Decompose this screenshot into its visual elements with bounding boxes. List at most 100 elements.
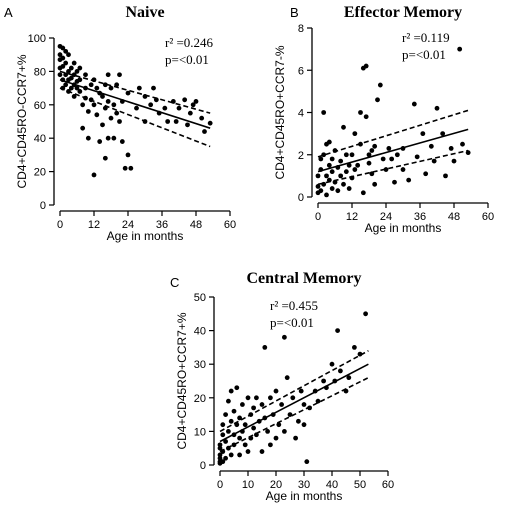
data-point — [77, 77, 83, 83]
data-point — [346, 186, 352, 191]
data-point — [63, 72, 69, 78]
data-point — [394, 152, 400, 158]
data-point — [100, 94, 105, 99]
data-point — [217, 455, 223, 461]
data-point — [228, 452, 234, 458]
data-point — [80, 125, 86, 131]
x-tick-label: 60 — [482, 211, 494, 223]
data-point — [111, 102, 117, 108]
data-point — [411, 101, 417, 107]
x-tick-label: 40 — [326, 479, 338, 491]
x-tick-label: 60 — [224, 219, 236, 231]
data-point — [102, 155, 108, 161]
data-point — [315, 184, 321, 189]
data-point — [346, 375, 352, 381]
data-point — [185, 122, 190, 128]
data-point — [383, 167, 389, 172]
r-squared-label: r² =0.246 — [165, 35, 214, 50]
data-point — [341, 181, 346, 187]
data-point — [74, 85, 80, 91]
data-point — [329, 156, 335, 162]
data-point — [341, 124, 346, 130]
data-point — [392, 179, 397, 185]
data-point — [326, 139, 332, 145]
data-point — [111, 135, 117, 141]
x-tick-label: 0 — [315, 211, 321, 223]
data-point — [60, 45, 66, 51]
p-value-label: p=<0.01 — [165, 52, 209, 67]
x-tick-label: 12 — [88, 219, 100, 231]
y-tick-label: 100 — [28, 33, 46, 45]
data-point — [128, 165, 134, 171]
data-point — [296, 418, 301, 424]
confidence-band-upper — [317, 109, 469, 158]
data-point — [343, 152, 349, 158]
y-tick-label: 80 — [34, 66, 46, 78]
data-point — [117, 72, 122, 78]
data-point — [431, 158, 437, 164]
data-point — [329, 361, 335, 367]
data-point — [265, 429, 270, 434]
regression-line — [59, 78, 211, 129]
data-point — [251, 425, 256, 431]
data-point — [338, 158, 344, 164]
panel-a-naive: A Naive 0 20 40 60 80 100 0 12 24 36 48 60 Age in mont… — [4, 4, 236, 243]
data-point — [136, 85, 142, 91]
data-point — [352, 131, 358, 137]
data-point — [273, 435, 279, 441]
data-point — [85, 109, 91, 114]
x-tick-label: 60 — [382, 479, 394, 491]
data-point — [290, 395, 296, 401]
data-point — [343, 169, 349, 175]
data-point — [220, 422, 226, 428]
data-point — [60, 63, 66, 69]
data-point — [68, 75, 74, 81]
data-point — [245, 395, 251, 401]
chart-title: Naive — [125, 4, 164, 21]
y-tick-label: 4 — [298, 108, 304, 120]
data-point — [324, 173, 329, 179]
y-axis-label: CD4+CD45RO+CCR7+% — [175, 312, 189, 449]
y-tick-label: 8 — [298, 23, 304, 35]
data-point — [217, 445, 223, 451]
data-point — [57, 72, 63, 78]
data-point — [105, 99, 111, 104]
data-point — [63, 60, 69, 66]
data-point — [352, 167, 358, 172]
chart-title: Effector Memory — [344, 4, 462, 21]
x-tick-label: 20 — [270, 479, 282, 491]
data-point — [301, 422, 307, 428]
data-point — [358, 110, 363, 115]
data-point — [268, 395, 273, 401]
data-point — [117, 119, 122, 124]
y-axis-label: CD4+CD45RO-CCR7+% — [15, 54, 29, 188]
data-point — [460, 141, 465, 147]
data-point — [182, 97, 188, 103]
data-point — [338, 368, 343, 374]
y-tick-label: 0 — [200, 460, 206, 472]
data-point — [94, 85, 100, 91]
data-point — [234, 385, 240, 391]
data-point — [304, 459, 310, 465]
x-axis-label: Age in months — [266, 489, 343, 503]
confidence-band-lower — [219, 376, 369, 453]
data-point — [329, 169, 335, 175]
x-tick-label: 48 — [448, 211, 460, 223]
data-point — [298, 388, 304, 394]
data-point — [220, 432, 226, 438]
data-point — [335, 328, 340, 333]
data-point — [282, 429, 287, 434]
data-point — [105, 72, 111, 78]
data-point — [122, 165, 128, 171]
data-point — [321, 378, 326, 384]
data-point — [66, 69, 71, 74]
data-point — [68, 65, 74, 71]
data-point — [217, 452, 223, 458]
panel-label: B — [290, 5, 299, 20]
data-point — [372, 181, 378, 187]
data-point — [223, 439, 229, 444]
x-tick-label: 12 — [346, 211, 358, 223]
data-point — [366, 160, 372, 166]
data-point — [279, 402, 284, 407]
